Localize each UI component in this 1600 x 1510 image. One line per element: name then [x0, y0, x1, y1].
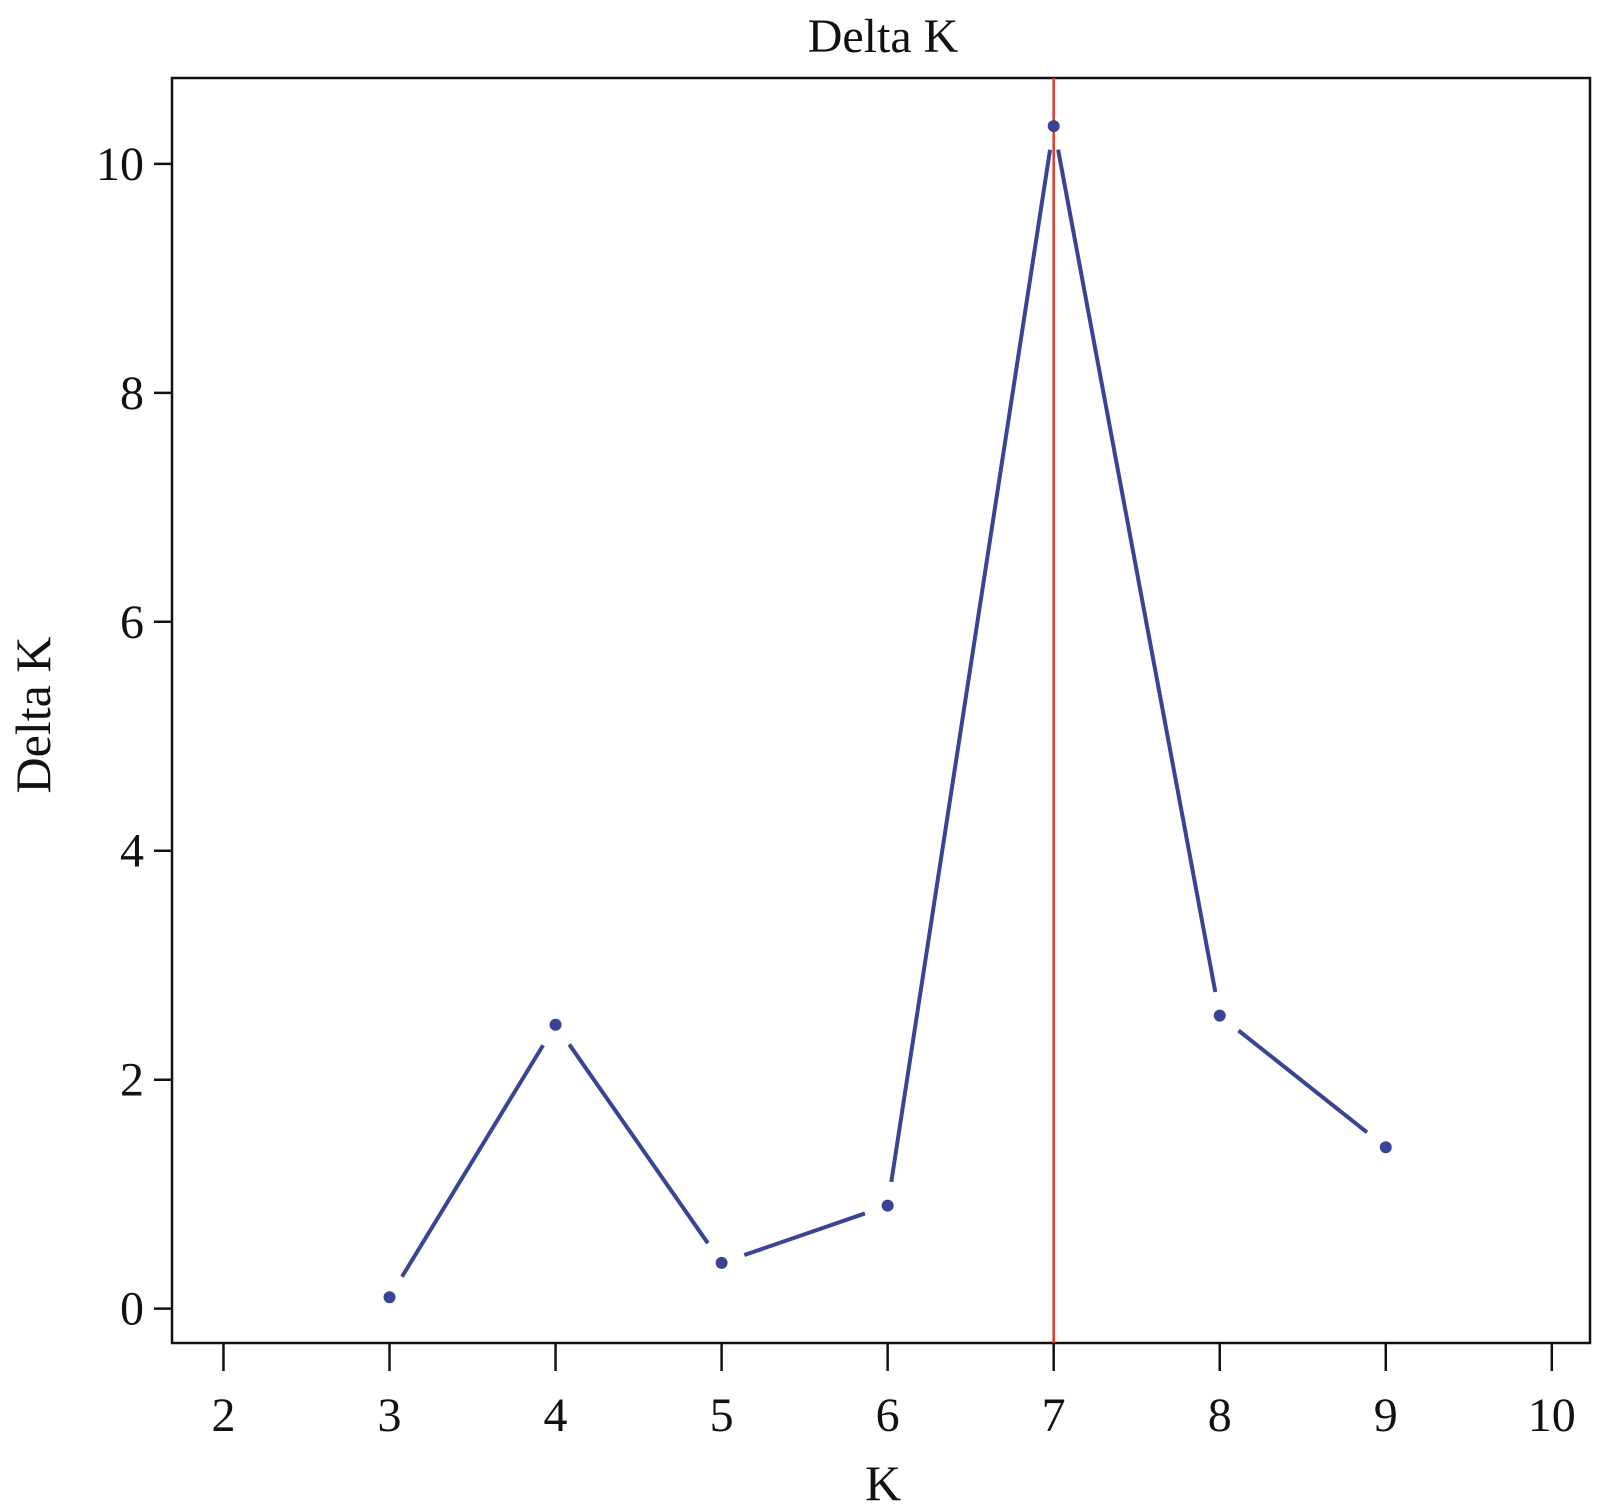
y-tick-label: 6: [120, 596, 144, 649]
y-tick-label: 4: [120, 825, 144, 878]
plot-frame: [170, 76, 1592, 1345]
y-tick-label: 2: [120, 1054, 144, 1107]
plot-area: 0 2 4 6 8 10 2 3 4 5 6 7 8 9 10: [96, 76, 1592, 1442]
y-axis-label: Delta K: [5, 637, 61, 794]
x-tick-label: 6: [876, 1389, 900, 1442]
chart-title: Delta K: [808, 10, 959, 63]
x-tick-label: 8: [1208, 1389, 1232, 1442]
data-point: [715, 1256, 728, 1269]
x-tick-label: 2: [211, 1389, 235, 1442]
x-tick-label: 9: [1374, 1389, 1398, 1442]
series-line-segment: [1056, 149, 1218, 993]
data-point: [1047, 120, 1060, 133]
data-point: [881, 1199, 894, 1212]
x-tick-label: 10: [1528, 1389, 1576, 1442]
series-line-segment: [400, 1044, 545, 1278]
y-tick-label: 10: [96, 138, 144, 191]
series-line-segment: [567, 1043, 710, 1245]
x-axis-label: K: [865, 1455, 901, 1510]
x-tick-label: 3: [378, 1389, 402, 1442]
y-tick-label: 0: [120, 1283, 144, 1336]
data-point: [549, 1018, 562, 1031]
y-tick-label: 8: [120, 367, 144, 420]
series-line-segment: [889, 149, 1053, 1183]
series-line-segment: [1237, 1028, 1369, 1134]
x-tick-label: 7: [1042, 1389, 1066, 1442]
x-tick-label: 5: [710, 1389, 734, 1442]
data-point: [1213, 1009, 1226, 1022]
data-point: [1379, 1141, 1392, 1154]
x-tick-label: 4: [544, 1389, 568, 1442]
series-line-segment: [743, 1211, 866, 1257]
data-point: [383, 1291, 396, 1304]
